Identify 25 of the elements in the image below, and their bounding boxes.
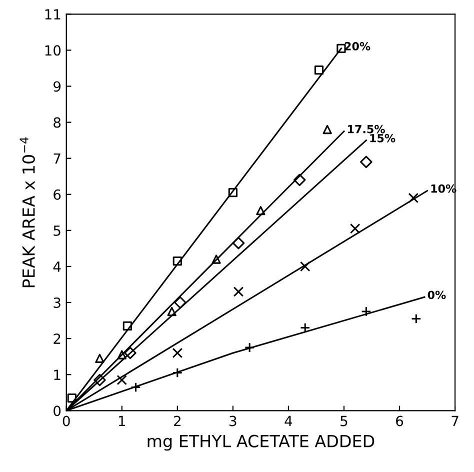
y-tick-label: 1 [54, 370, 60, 380]
x-tick-label: 2 [174, 416, 180, 426]
series-label: 15% [370, 134, 396, 142]
x-tick-label: 1 [118, 416, 126, 426]
y-axis-title: PEAK AREA x 10$^{−4}$ [20, 137, 35, 288]
y-tick-label: 10 [45, 45, 61, 56]
y-tick-label: 9 [54, 81, 61, 92]
x-tick-label: 0 [62, 416, 70, 426]
y-tick-label: 8 [54, 117, 61, 128]
x-tick-label: 5 [340, 416, 348, 426]
y-tick-label: 5 [54, 226, 60, 236]
y-tick-label: 7 [54, 153, 60, 164]
y-tick-label: 2 [54, 334, 60, 344]
y-tick-label: 6 [54, 189, 61, 200]
y-tick-label: 0 [54, 406, 61, 416]
series-label: 0% [428, 290, 446, 300]
x-tick-label: 4 [284, 416, 292, 426]
x-tick-label: 7 [452, 416, 458, 426]
x-tick-label: 6 [396, 416, 404, 426]
x-tick-label: 3 [230, 416, 236, 426]
y-tick-label: 3 [54, 297, 60, 308]
y-tick-label: 4 [53, 262, 61, 272]
series-label: 17.5% [348, 124, 385, 134]
x-axis-title: mg ETHYL ACETATE ADDED [148, 434, 374, 451]
y-tick-label: 11 [45, 9, 60, 20]
